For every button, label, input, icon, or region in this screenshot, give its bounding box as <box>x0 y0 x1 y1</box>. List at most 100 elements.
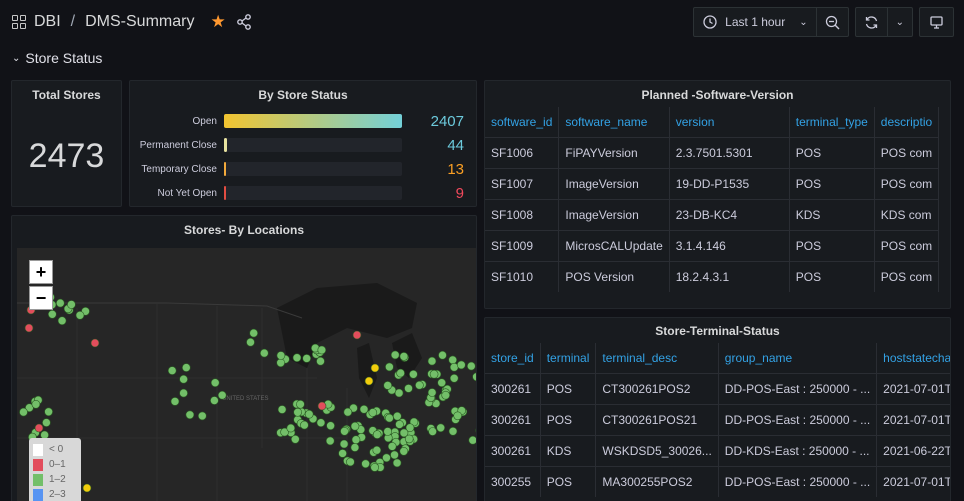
store-marker[interactable] <box>316 356 325 366</box>
store-marker[interactable] <box>394 388 404 398</box>
star-icon[interactable]: ★ <box>210 12 226 31</box>
store-marker[interactable] <box>217 390 227 400</box>
store-marker[interactable] <box>31 400 41 409</box>
store-marker[interactable] <box>399 352 409 361</box>
table-row[interactable]: SF1008 ImageVersion 23-DB-KC4 KDS KDS com <box>485 198 940 230</box>
table-row[interactable]: SF1006 FiPAYVersion 2.3.7501.5301 POS POS co… <box>485 136 940 168</box>
store-marker[interactable] <box>385 413 394 423</box>
store-marker[interactable] <box>438 350 447 360</box>
store-marker[interactable] <box>198 411 207 421</box>
store-marker[interactable] <box>368 408 378 417</box>
store-marker[interactable] <box>276 358 286 368</box>
store-marker[interactable] <box>296 400 305 409</box>
column-header[interactable]: software_name <box>558 107 670 137</box>
store-marker-temp[interactable] <box>370 363 380 373</box>
store-marker[interactable] <box>170 397 180 406</box>
zoom-in-button[interactable]: + <box>29 260 53 284</box>
column-header[interactable]: store_id <box>485 343 541 373</box>
store-marker-closed[interactable] <box>24 323 34 333</box>
store-marker[interactable] <box>395 420 404 429</box>
store-marker[interactable] <box>382 453 391 463</box>
store-marker[interactable] <box>210 396 219 405</box>
table-row[interactable]: SF1010 POS Version 18.2.4.3.1 POS POS com <box>485 260 940 292</box>
store-marker-closed[interactable] <box>317 401 327 411</box>
column-header[interactable]: terminal_type <box>789 107 875 137</box>
store-marker[interactable] <box>392 458 402 468</box>
store-marker[interactable] <box>404 434 414 444</box>
store-marker[interactable] <box>167 366 177 375</box>
store-marker-closed[interactable] <box>352 330 362 340</box>
column-header[interactable]: group_name <box>718 343 878 373</box>
table-row[interactable]: 300261 POS CT300261POS2 DD-POS-East : 25000… <box>485 372 950 404</box>
store-marker[interactable] <box>280 427 289 437</box>
zoom-out-time-button[interactable] <box>815 8 848 36</box>
store-marker[interactable] <box>57 316 67 325</box>
column-header[interactable]: terminal_desc <box>595 343 719 373</box>
map-canvas[interactable]: UNITED STATES <box>17 248 477 501</box>
store-marker[interactable] <box>383 427 393 436</box>
apps-grid-icon[interactable] <box>12 15 26 29</box>
store-marker[interactable] <box>399 447 409 456</box>
store-marker[interactable] <box>290 435 300 444</box>
store-marker[interactable] <box>404 384 413 393</box>
dashboard-title[interactable]: DMS-Summary <box>85 13 195 30</box>
refresh-button[interactable] <box>856 8 887 36</box>
store-marker[interactable] <box>448 427 458 436</box>
zoom-out-button[interactable]: − <box>29 286 53 310</box>
store-marker[interactable] <box>326 421 335 430</box>
store-marker[interactable] <box>385 362 394 372</box>
row-header[interactable]: ⌄ Store Status <box>12 50 102 66</box>
store-marker[interactable] <box>249 328 258 338</box>
store-marker[interactable] <box>210 378 220 387</box>
store-marker[interactable] <box>453 411 463 421</box>
store-marker[interactable] <box>441 390 451 400</box>
column-header[interactable]: version <box>669 107 790 137</box>
table-row[interactable]: 300261 KDS WSKDSD5_30026... DD-KDS-East : 2… <box>485 434 950 466</box>
store-marker[interactable] <box>44 407 53 417</box>
store-marker[interactable] <box>475 426 477 434</box>
share-icon[interactable] <box>236 14 252 30</box>
store-marker[interactable] <box>55 298 65 308</box>
store-marker[interactable] <box>340 427 349 436</box>
store-marker[interactable] <box>359 405 369 414</box>
store-marker[interactable] <box>456 360 466 370</box>
store-marker[interactable] <box>317 345 327 355</box>
column-header[interactable]: terminal <box>540 343 597 373</box>
store-marker[interactable] <box>343 407 353 417</box>
store-marker[interactable] <box>437 378 447 387</box>
store-marker[interactable] <box>260 348 269 358</box>
store-marker[interactable] <box>300 420 309 430</box>
refresh-interval-dropdown[interactable]: ⌄ <box>886 8 912 36</box>
store-marker[interactable] <box>466 361 476 371</box>
store-marker[interactable] <box>293 408 303 417</box>
store-marker[interactable] <box>325 436 335 446</box>
column-header[interactable]: hoststatechangeda <box>876 343 950 373</box>
store-marker[interactable] <box>415 380 424 390</box>
store-marker[interactable] <box>302 354 312 363</box>
store-marker-temp[interactable] <box>82 483 92 493</box>
store-marker[interactable] <box>449 374 459 383</box>
store-marker[interactable] <box>75 311 85 320</box>
store-marker[interactable] <box>396 368 405 378</box>
table-row[interactable]: 300255 POS MA300255POS2 DD-POS-East : 25000… <box>485 465 950 497</box>
store-marker[interactable] <box>338 449 347 458</box>
column-header[interactable]: software_id <box>485 107 560 137</box>
tv-mode-button[interactable] <box>919 7 954 37</box>
store-marker[interactable] <box>448 355 458 365</box>
store-marker[interactable] <box>350 443 360 452</box>
store-marker[interactable] <box>276 351 286 360</box>
store-marker[interactable] <box>246 337 255 347</box>
store-marker[interactable] <box>42 418 51 427</box>
store-marker[interactable] <box>405 423 415 432</box>
store-marker-closed[interactable] <box>34 423 44 433</box>
store-marker[interactable] <box>179 374 188 384</box>
store-marker[interactable] <box>390 450 399 460</box>
store-marker[interactable] <box>185 410 195 420</box>
store-marker[interactable] <box>277 405 287 414</box>
store-marker[interactable] <box>292 353 302 362</box>
store-marker[interactable] <box>383 381 393 390</box>
breadcrumb-folder[interactable]: DBI <box>34 13 61 30</box>
store-marker[interactable] <box>67 300 76 309</box>
store-marker[interactable] <box>390 350 400 360</box>
store-marker[interactable] <box>351 435 361 444</box>
